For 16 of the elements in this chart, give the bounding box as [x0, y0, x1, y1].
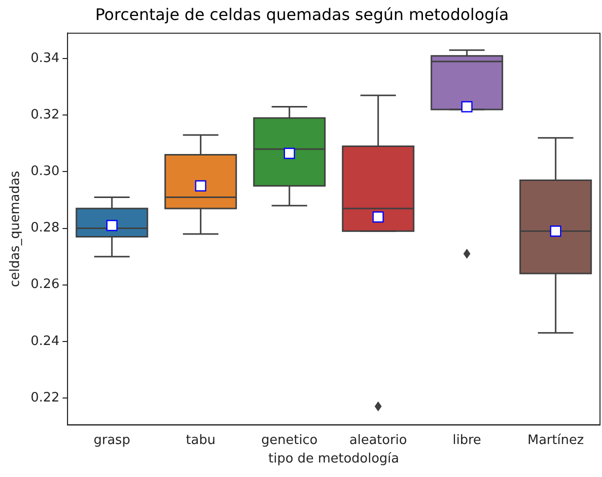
y-tick-label: 0.24 [30, 334, 60, 349]
y-tick-label: 0.30 [30, 164, 60, 180]
x-tick-label: aleatorio [349, 432, 407, 448]
x-tick-label: genetico [261, 432, 318, 448]
x-tick-label: grasp [94, 432, 130, 448]
y-tick-label: 0.28 [30, 220, 60, 236]
y-tick-label: 0.32 [30, 108, 60, 123]
x-axis-title: tipo de metodología [268, 452, 400, 467]
y-tick-label: 0.22 [30, 390, 60, 406]
y-tick-label: 0.26 [30, 277, 60, 292]
x-tick-label: Martínez [527, 432, 584, 448]
y-tick-label: 0.34 [30, 51, 60, 66]
y-axis-title: celdas_quemadas [8, 170, 24, 288]
x-tick-label: tabu [186, 432, 216, 448]
chart-title: Porcentaje de celdas quemadas según metodología [95, 4, 509, 24]
x-tick-label: libre [452, 432, 482, 448]
